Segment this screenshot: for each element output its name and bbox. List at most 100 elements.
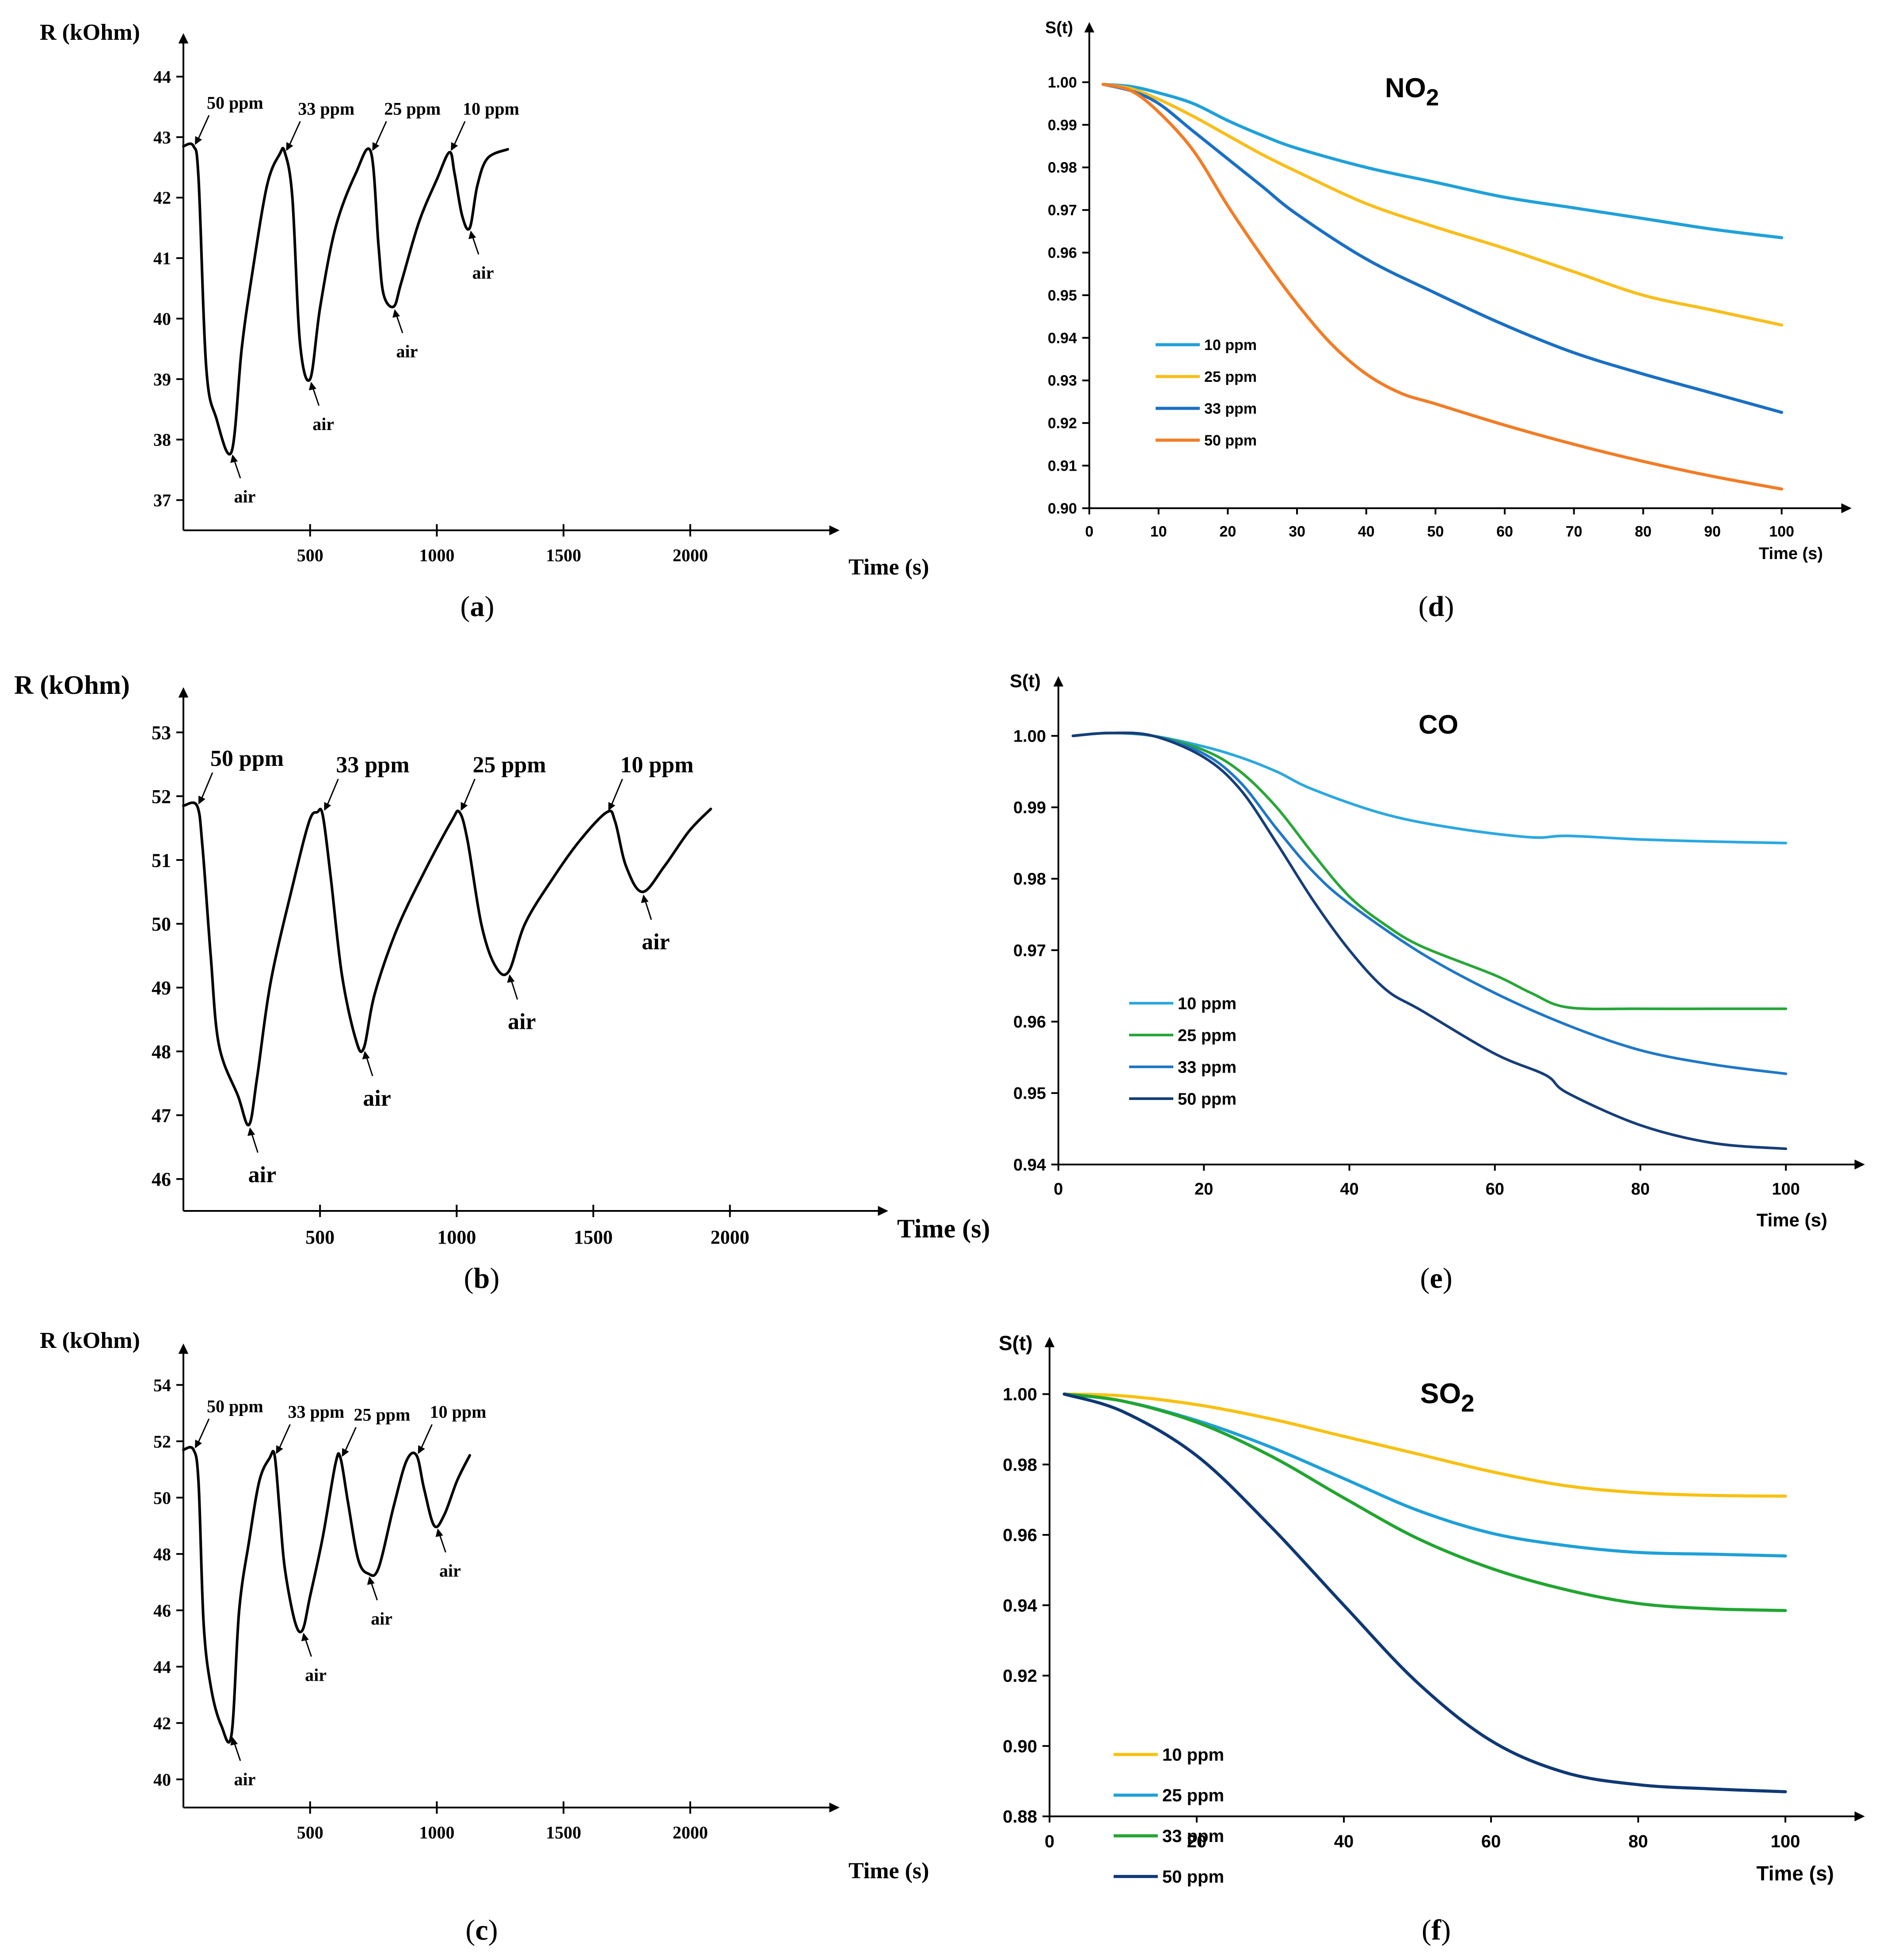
series-line-response bbox=[182, 1446, 471, 1744]
y-tick-label: 0.96 bbox=[1003, 1526, 1037, 1545]
legend-label: 25 ppm bbox=[1162, 1786, 1224, 1805]
y-tick-label: 46 bbox=[152, 1168, 171, 1190]
chart-a-svg: 37 38 39 40 41 42 43 44 500 1000 1500 2000 R (kOhm) T… bbox=[40, 20, 929, 580]
axes: 0.94 0.95 0.96 0.97 0.98 0.99 1.00 0 20 40 60 80 100 bbox=[1013, 676, 1865, 1199]
annotation-label: 50 ppm bbox=[207, 93, 263, 113]
chart-f-svg: 0.88 0.90 0.92 0.94 0.96 0.98 1.00 0 20 40 60 80 100… bbox=[999, 1332, 1865, 1887]
x-tick-label: 90 bbox=[1704, 523, 1721, 540]
x-axis-label: Time (s) bbox=[1759, 544, 1823, 563]
x-tick-label: 1500 bbox=[546, 1823, 581, 1842]
x-axis-arrow bbox=[829, 525, 840, 536]
y-tick-label: 0.99 bbox=[1013, 799, 1046, 817]
annotation-label: 25 ppm bbox=[384, 99, 441, 119]
x-tick-label: 100 bbox=[1772, 1180, 1800, 1199]
annotation-arrowhead bbox=[276, 1445, 283, 1454]
annotation-arrowhead bbox=[198, 795, 205, 805]
y-axis-label: S(t) bbox=[1045, 19, 1073, 37]
annotation-arrowhead bbox=[460, 802, 468, 811]
y-tick-label: 39 bbox=[153, 369, 171, 389]
x-axis-label: Time (s) bbox=[848, 555, 929, 580]
annotation-arrowhead bbox=[286, 142, 293, 151]
y-axis-arrow bbox=[178, 33, 189, 44]
annotation-arrowhead bbox=[435, 1528, 443, 1537]
annotation-arrowhead bbox=[247, 1127, 255, 1136]
legend-label: 10 ppm bbox=[1204, 337, 1257, 354]
chart-title: SO2 bbox=[1420, 1378, 1475, 1417]
y-tick-label: 0.96 bbox=[1013, 1013, 1046, 1031]
x-tick-label: 20 bbox=[1187, 1832, 1207, 1851]
x-axis-arrow bbox=[1854, 1159, 1865, 1170]
x-tick-label: 40 bbox=[1340, 1180, 1358, 1199]
y-tick-label: 0.92 bbox=[1048, 415, 1077, 432]
annotation-arrowhead bbox=[392, 309, 400, 318]
y-tick-label: 43 bbox=[153, 127, 171, 147]
x-axis-label: Time (s) bbox=[1757, 1210, 1827, 1230]
annotation-label: 25 ppm bbox=[473, 753, 546, 778]
chart-title-subscript: 2 bbox=[1426, 85, 1439, 111]
y-tick-label: 0.98 bbox=[1013, 870, 1046, 889]
annotation-arrowhead bbox=[230, 454, 238, 463]
chart-c-svg: 40 42 44 46 48 50 52 54 500 1000 1500 2000 R (kOhm) T… bbox=[40, 1328, 929, 1884]
y-tick-label: 52 bbox=[153, 1431, 171, 1451]
y-tick-label: 44 bbox=[153, 1657, 171, 1677]
annotation-arrowhead bbox=[230, 1737, 238, 1746]
x-tick-label: 20 bbox=[1219, 523, 1236, 540]
x-axis-label: Time (s) bbox=[897, 1214, 990, 1243]
series-line-response bbox=[182, 801, 712, 1127]
y-tick-label: 50 bbox=[153, 1488, 171, 1508]
legend-label: 10 ppm bbox=[1178, 994, 1236, 1013]
annotation-label: air bbox=[234, 487, 256, 506]
y-tick-label: 0.97 bbox=[1048, 202, 1077, 219]
x-tick-label: 500 bbox=[297, 545, 323, 565]
y-tick-label: 0.88 bbox=[1003, 1807, 1037, 1827]
x-axis-arrow bbox=[1854, 1811, 1865, 1822]
annotation-arrowhead bbox=[641, 894, 649, 903]
y-tick-label: 51 bbox=[152, 849, 171, 871]
annotation-label: air bbox=[234, 1769, 256, 1789]
chart-panel-f: 0.88 0.90 0.92 0.94 0.96 0.98 1.00 0 20 40 60 80 100… bbox=[968, 1326, 1896, 1900]
y-axis-label: R (kOhm) bbox=[40, 20, 140, 45]
x-tick-label: 0 bbox=[1054, 1180, 1063, 1199]
caption-b: (b) bbox=[464, 1262, 500, 1294]
y-tick-label: 37 bbox=[153, 491, 171, 510]
y-axis-arrow bbox=[1053, 676, 1064, 687]
y-tick-label: 0.96 bbox=[1048, 245, 1077, 262]
x-tick-label: 30 bbox=[1289, 523, 1305, 540]
y-tick-label: 44 bbox=[153, 67, 171, 87]
y-tick-label: 40 bbox=[153, 309, 171, 329]
annotation-label: air bbox=[371, 1609, 392, 1629]
caption-c: (c) bbox=[465, 1914, 498, 1946]
annotation-label: 33 ppm bbox=[336, 753, 409, 778]
x-tick-label: 10 bbox=[1150, 523, 1167, 540]
x-tick-label: 2000 bbox=[673, 545, 708, 565]
series-line-response bbox=[182, 142, 509, 456]
series-line-50-ppm bbox=[1101, 83, 1784, 491]
x-tick-label: 1000 bbox=[419, 545, 454, 565]
x-tick-label: 50 bbox=[1427, 523, 1444, 540]
y-tick-label: 0.91 bbox=[1048, 458, 1077, 475]
y-tick-label: 42 bbox=[153, 188, 171, 208]
caption-a: (a) bbox=[460, 590, 495, 623]
annotation-label: air bbox=[248, 1162, 277, 1187]
legend-label: 25 ppm bbox=[1204, 369, 1257, 385]
y-tick-label: 50 bbox=[152, 913, 171, 935]
x-tick-label: 60 bbox=[1496, 523, 1513, 540]
x-tick-label: 1500 bbox=[574, 1226, 613, 1248]
annotation-label: 10 ppm bbox=[463, 99, 519, 119]
y-tick-label: 54 bbox=[153, 1375, 171, 1395]
caption-d: (d) bbox=[1418, 590, 1454, 623]
annotation-arrowhead bbox=[362, 1050, 370, 1060]
annotation-label: air bbox=[472, 263, 494, 283]
annotation-label: air bbox=[439, 1561, 461, 1581]
y-tick-label: 46 bbox=[153, 1601, 171, 1621]
chart-panel-e: 0.94 0.95 0.96 0.97 0.98 0.99 1.00 0 20 40 60 80 100… bbox=[968, 663, 1896, 1264]
axes: 37 38 39 40 41 42 43 44 500 1000 1500 2000 bbox=[153, 33, 840, 565]
y-tick-label: 1.00 bbox=[1013, 727, 1046, 746]
x-axis-label: Time (s) bbox=[1756, 1862, 1834, 1885]
x-tick-label: 80 bbox=[1628, 1832, 1648, 1851]
y-tick-label: 41 bbox=[153, 248, 171, 268]
legend-label: 33 ppm bbox=[1204, 400, 1257, 417]
y-axis-label: R (kOhm) bbox=[14, 670, 130, 700]
legend-label: 50 ppm bbox=[1162, 1867, 1224, 1887]
chart-panel-c: 40 42 44 46 48 50 52 54 500 1000 1500 2000 R (kOhm) T… bbox=[27, 1321, 955, 1896]
